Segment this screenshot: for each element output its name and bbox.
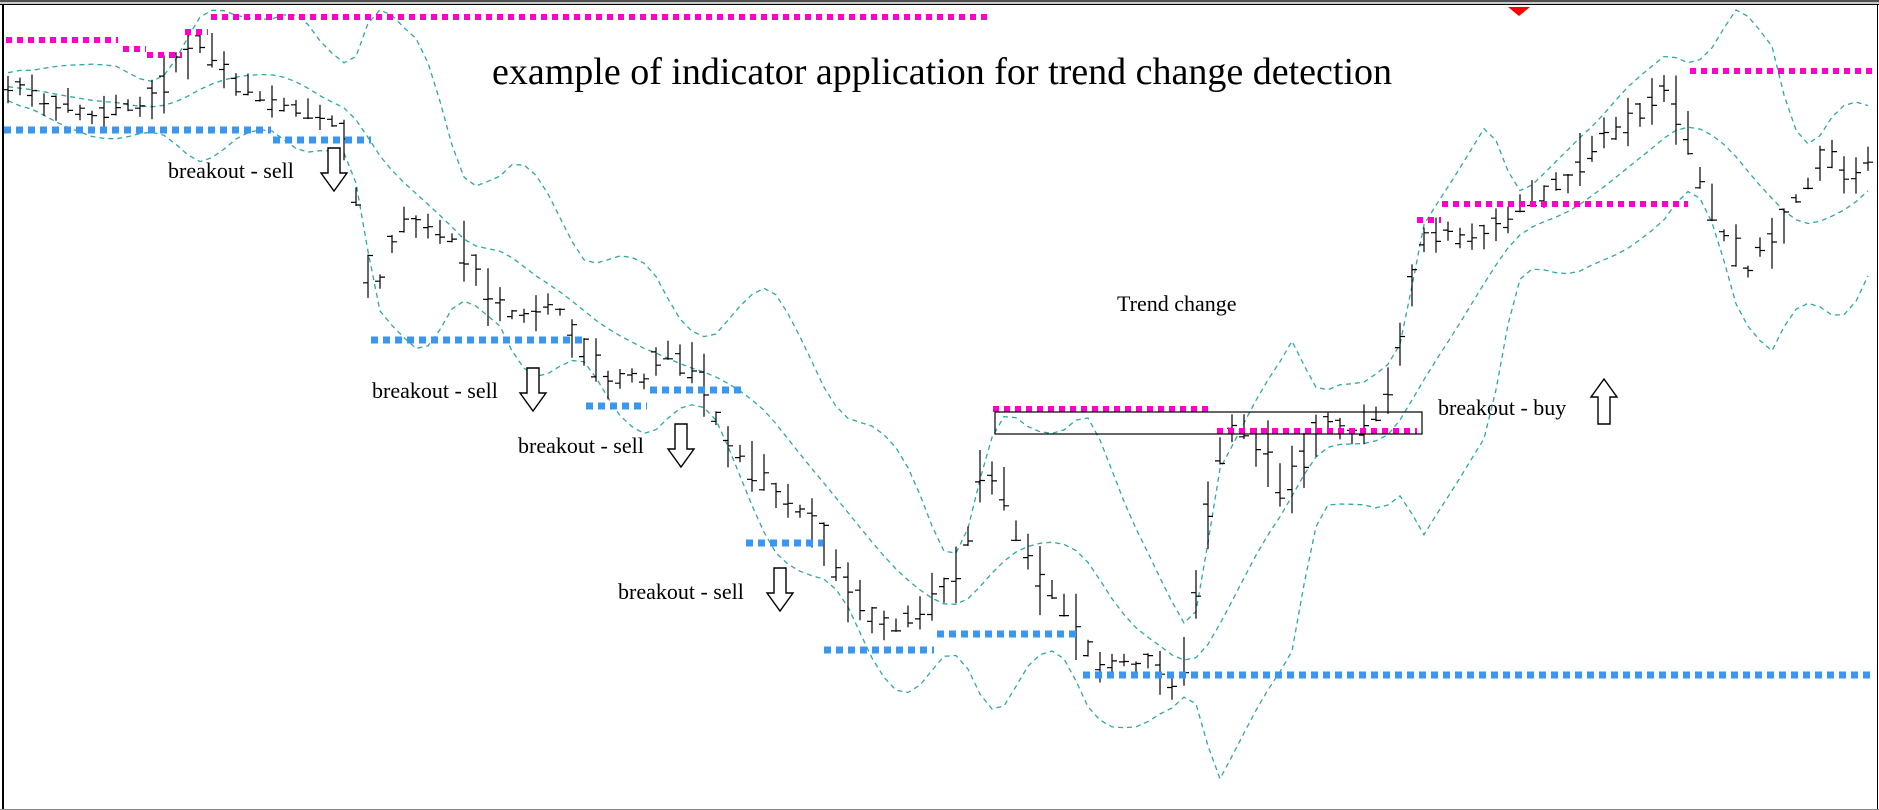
bollinger-lower-band	[7, 100, 1869, 781]
breakout-buy-up-arrow-icon	[1589, 377, 1619, 425]
breakout-sell-label: breakout - sell	[372, 378, 498, 403]
window-border-top	[0, 0, 1879, 5]
breakout-sell-label: breakout - sell	[618, 579, 744, 604]
bollinger-upper-band	[7, 9, 1869, 624]
breakout-zone-rectangle	[994, 411, 1423, 435]
breakout-sell-label: breakout - sell	[518, 433, 644, 458]
window-border-left	[2, 5, 4, 810]
breakout-sell-down-arrow-icon	[666, 423, 696, 469]
breakout-sell-down-arrow-icon	[319, 147, 349, 193]
window-border-right	[1877, 5, 1878, 809]
chart-title: example of indicator application for tre…	[492, 51, 1393, 93]
breakout-sell-down-arrow-icon	[765, 567, 795, 613]
breakout-buy-label: breakout - buy	[1438, 395, 1567, 420]
bollinger-middle-band	[7, 73, 1869, 661]
chart-shift-marker-icon[interactable]	[1508, 7, 1530, 16]
breakout-sell-down-arrow-icon	[518, 367, 548, 413]
breakout-sell-label: breakout - sell	[168, 158, 294, 183]
trend-change-label: Trend change	[1117, 291, 1237, 316]
ohlc-bars	[3, 30, 1873, 700]
